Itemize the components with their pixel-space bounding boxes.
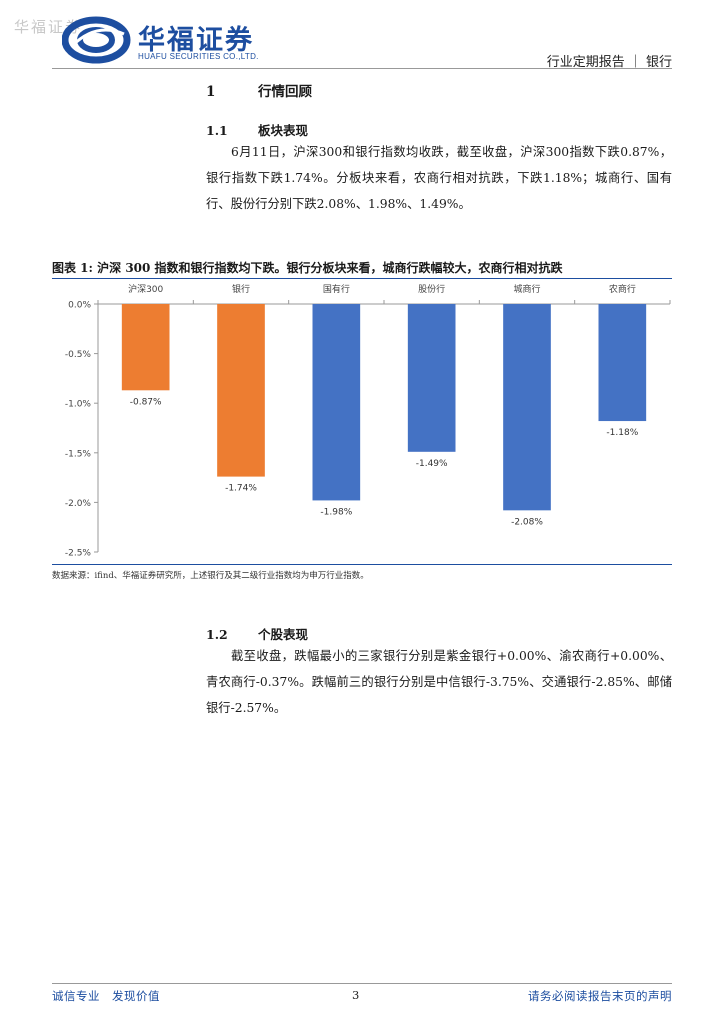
section-1-2-number: 1.2	[206, 627, 228, 642]
y-tick-label: -0.5%	[65, 350, 92, 360]
bar-chart: 0.0% -0.5% -1.0% -1.5% -2.0% -2.5% 沪深300 -0.87%…	[65, 283, 671, 559]
category-label: 股份行	[418, 283, 445, 295]
data-label: -1.98%	[320, 507, 352, 517]
figure-top-rule	[52, 278, 672, 279]
section-1-title: 行情回顾	[258, 84, 312, 100]
y-tick-label: -1.0%	[65, 400, 92, 410]
section-1-number: 1	[206, 84, 216, 100]
y-tick-label: -2.0%	[65, 499, 92, 509]
bar	[312, 304, 361, 501]
watermark: 华福证券	[14, 18, 83, 36]
y-tick-label: -2.5%	[65, 549, 92, 559]
data-label: -0.87%	[130, 397, 162, 407]
footer-slogan: 诚信专业 发现价值	[52, 989, 160, 1003]
data-label: -1.18%	[606, 428, 638, 438]
section-1-1-title: 板块表现	[258, 123, 309, 138]
section-1-2-heading: 1.2 个股表现	[206, 624, 308, 643]
footer-divider	[52, 983, 672, 984]
data-label: -1.74%	[225, 484, 257, 494]
section-1-2-title: 个股表现	[258, 627, 309, 642]
footer-disclaimer: 请务必阅读报告末页的声明	[528, 989, 672, 1003]
header-report-type: 行业定期报告 ｜ 银行	[546, 55, 672, 70]
category-label: 农商行	[609, 283, 636, 295]
company-logo: 华福证券 HUAFU SECURITIES CO.,LTD.	[62, 14, 272, 64]
section-1-1-paragraph: 6月11日，沪深300和银行指数均收跌，截至收盘，沪深300指数下跌0.87%，…	[206, 145, 672, 211]
logo-cn-text: 华福证券	[138, 25, 254, 56]
bar	[217, 304, 265, 477]
bar	[121, 304, 170, 391]
logo-emblem-icon	[62, 16, 131, 64]
figure-source: 数据来源：ifind、华福证券研究所，上述银行及其二级行业指数均为申万行业指数。	[52, 571, 369, 581]
category-label: 银行	[232, 283, 250, 295]
section-1-1-heading: 1.1 板块表现	[206, 120, 308, 139]
category-label: 国有行	[323, 283, 350, 295]
data-label: -1.49%	[416, 459, 448, 469]
category-label: 沪深300	[128, 283, 163, 295]
y-tick-label: -1.5%	[65, 449, 92, 459]
header-divider	[52, 68, 672, 69]
section-1-heading: 1 行情回顾	[206, 80, 312, 100]
category-label: 城商行	[513, 283, 540, 295]
bar	[598, 304, 647, 422]
page-number: 3	[352, 988, 360, 1002]
bar	[503, 304, 551, 511]
figure-title: 图表 1: 沪深 300 指数和银行指数均下跌。银行分板块来看，城商行跌幅较大，…	[52, 261, 563, 275]
logo-en-text: HUAFU SECURITIES CO.,LTD.	[138, 52, 259, 61]
y-tick-label: 0.0%	[68, 301, 91, 311]
section-1-2-paragraph: 截至收盘，跌幅最小的三家银行分别是紫金银行+0.00%、渝农商行+0.00%、青…	[206, 649, 672, 715]
data-label: -2.08%	[511, 517, 543, 527]
bar	[407, 304, 456, 452]
figure-bottom-rule	[52, 564, 672, 565]
section-1-1-number: 1.1	[206, 123, 228, 138]
